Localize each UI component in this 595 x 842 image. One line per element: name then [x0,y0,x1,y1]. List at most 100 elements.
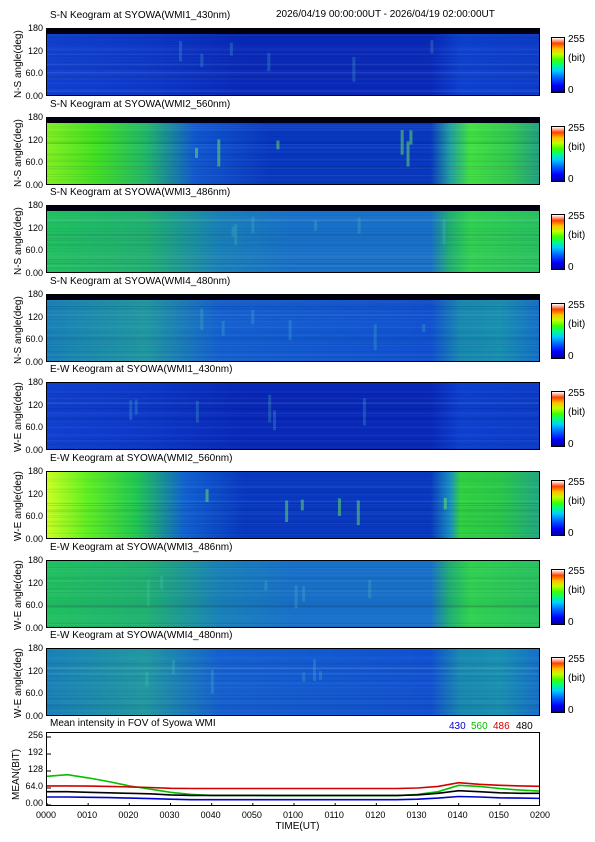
keogram-edge-strip [47,29,539,34]
series-line-480 [47,789,539,797]
colorbar [551,391,565,447]
keogram-ytick: 180 [27,466,43,476]
mean-chart-xlabel: TIME(UT) [275,821,320,832]
y-tick-label: 256 [27,730,43,740]
y-tick-label: 0.00 [25,798,43,808]
keogram-image [46,117,540,185]
header-time-range: 2026/04/19 00:00:00UT - 2026/04/19 02:00… [276,9,495,20]
legend-430: 430 [449,721,466,732]
x-tick-label: 0040 [200,810,221,820]
keogram-image [46,560,540,628]
colorbar-label-unit: (bit) [568,319,586,330]
keogram-ytick: 60.0 [25,245,43,256]
keogram-ytick: 120 [27,665,43,676]
colorbar [551,657,565,713]
keogram-ytick: 0.00 [25,711,43,721]
keogram-ytick: 0.00 [25,268,43,278]
keogram-texture [47,566,539,627]
colorbar-label-unit: (bit) [568,585,586,596]
colorbar-label-unit: (bit) [568,407,586,418]
x-tick-label: 0110 [324,810,344,820]
keogram-ylabel: N-S angle(deg) [13,119,24,187]
mean-chart-plot [46,732,540,806]
colorbar-label-unit: (bit) [568,673,586,684]
keogram-texture [47,35,539,93]
x-tick-label: 0150 [488,810,509,820]
keogram-edge-strip [47,118,539,123]
keogram-ytick: 120 [27,45,43,56]
keogram-ylabel: W-E angle(deg) [13,471,24,541]
keogram-texture [47,478,539,536]
legend-480: 480 [516,721,533,732]
keogram-ytick: 180 [27,200,43,210]
keogram-image [46,648,540,716]
keogram-title: E-W Keogram at SYOWA(WMI1_430nm) [50,364,233,375]
keogram-ytick: 180 [27,377,43,387]
keogram-ytick: 0.00 [25,91,43,101]
keogram-ytick: 120 [27,222,43,233]
keogram-ytick: 0.00 [25,534,43,544]
y-tick-label: 128 [27,764,43,774]
keogram-ytick: 180 [27,289,43,299]
keogram-ytick: 0.00 [25,180,43,190]
keogram-texture [47,656,539,715]
keogram-image [46,28,540,96]
colorbar [551,214,565,270]
y-tick-label: 192 [27,747,43,757]
keogram-ytick: 180 [27,112,43,122]
colorbar-label-min: 0 [568,439,574,450]
x-tick-label: 0050 [241,810,262,820]
y-tick-label: 64.0 [25,781,43,791]
x-tick-label: 0100 [282,810,304,820]
keogram-ylabel: W-E angle(deg) [13,382,24,452]
keogram-title: S-N Keogram at SYOWA(WMI4_480nm) [50,276,231,287]
keogram-title: S-N Keogram at SYOWA(WMI1_430nm) [50,10,231,21]
colorbar-label-min: 0 [568,174,574,185]
colorbar-label-min: 0 [568,617,574,628]
x-tick-label: 0030 [159,810,180,820]
mean-chart-title: Mean intensity in FOV of Syowa WMI [50,718,216,729]
colorbar [551,37,565,93]
colorbar [551,303,565,359]
colorbar-label-max: 255 [568,123,585,134]
x-tick-label: 0200 [529,810,551,820]
keogram-title: S-N Keogram at SYOWA(WMI3_486nm) [50,187,231,198]
colorbar-label-unit: (bit) [568,142,586,153]
x-tick-label: 0010 [77,810,98,820]
keogram-image [46,205,540,273]
colorbar-label-max: 255 [568,300,585,311]
keogram-ylabel: W-E angle(deg) [13,560,24,630]
keogram-title: E-W Keogram at SYOWA(WMI4_480nm) [50,630,233,641]
keogram-ytick: 60.0 [25,68,43,79]
keogram-ylabel: N-S angle(deg) [13,296,24,364]
keogram-ylabel: N-S angle(deg) [13,207,24,275]
keogram-ytick: 180 [27,23,43,33]
keogram-ytick: 60.0 [25,511,43,522]
legend-486: 486 [493,721,510,732]
keogram-ytick: 0.00 [25,623,43,633]
keogram-texture [47,216,539,270]
keogram-ytick: 120 [27,399,43,410]
x-tick-label: 0020 [118,810,139,820]
colorbar-label-unit: (bit) [568,496,586,507]
keogram-image [46,382,540,450]
keogram-ylabel: N-S angle(deg) [13,30,24,98]
x-tick-label: 0000 [35,810,57,820]
colorbar [551,569,565,625]
keogram-ytick: 0.00 [25,357,43,367]
keogram-ytick: 60.0 [25,422,43,433]
keogram-texture [47,300,539,360]
colorbar-label-min: 0 [568,85,574,96]
keogram-ytick: 0.00 [25,445,43,455]
keogram-ytick: 180 [27,643,43,653]
keogram-title: S-N Keogram at SYOWA(WMI2_560nm) [50,99,231,110]
legend-560: 560 [471,721,488,732]
series-line-430 [47,795,539,801]
colorbar-label-min: 0 [568,262,574,273]
x-tick-label: 0120 [365,810,386,820]
colorbar-label-max: 255 [568,211,585,222]
colorbar-label-min: 0 [568,351,574,362]
colorbar-label-max: 255 [568,388,585,399]
keogram-ytick: 120 [27,488,43,499]
keogram-ytick: 120 [27,577,43,588]
